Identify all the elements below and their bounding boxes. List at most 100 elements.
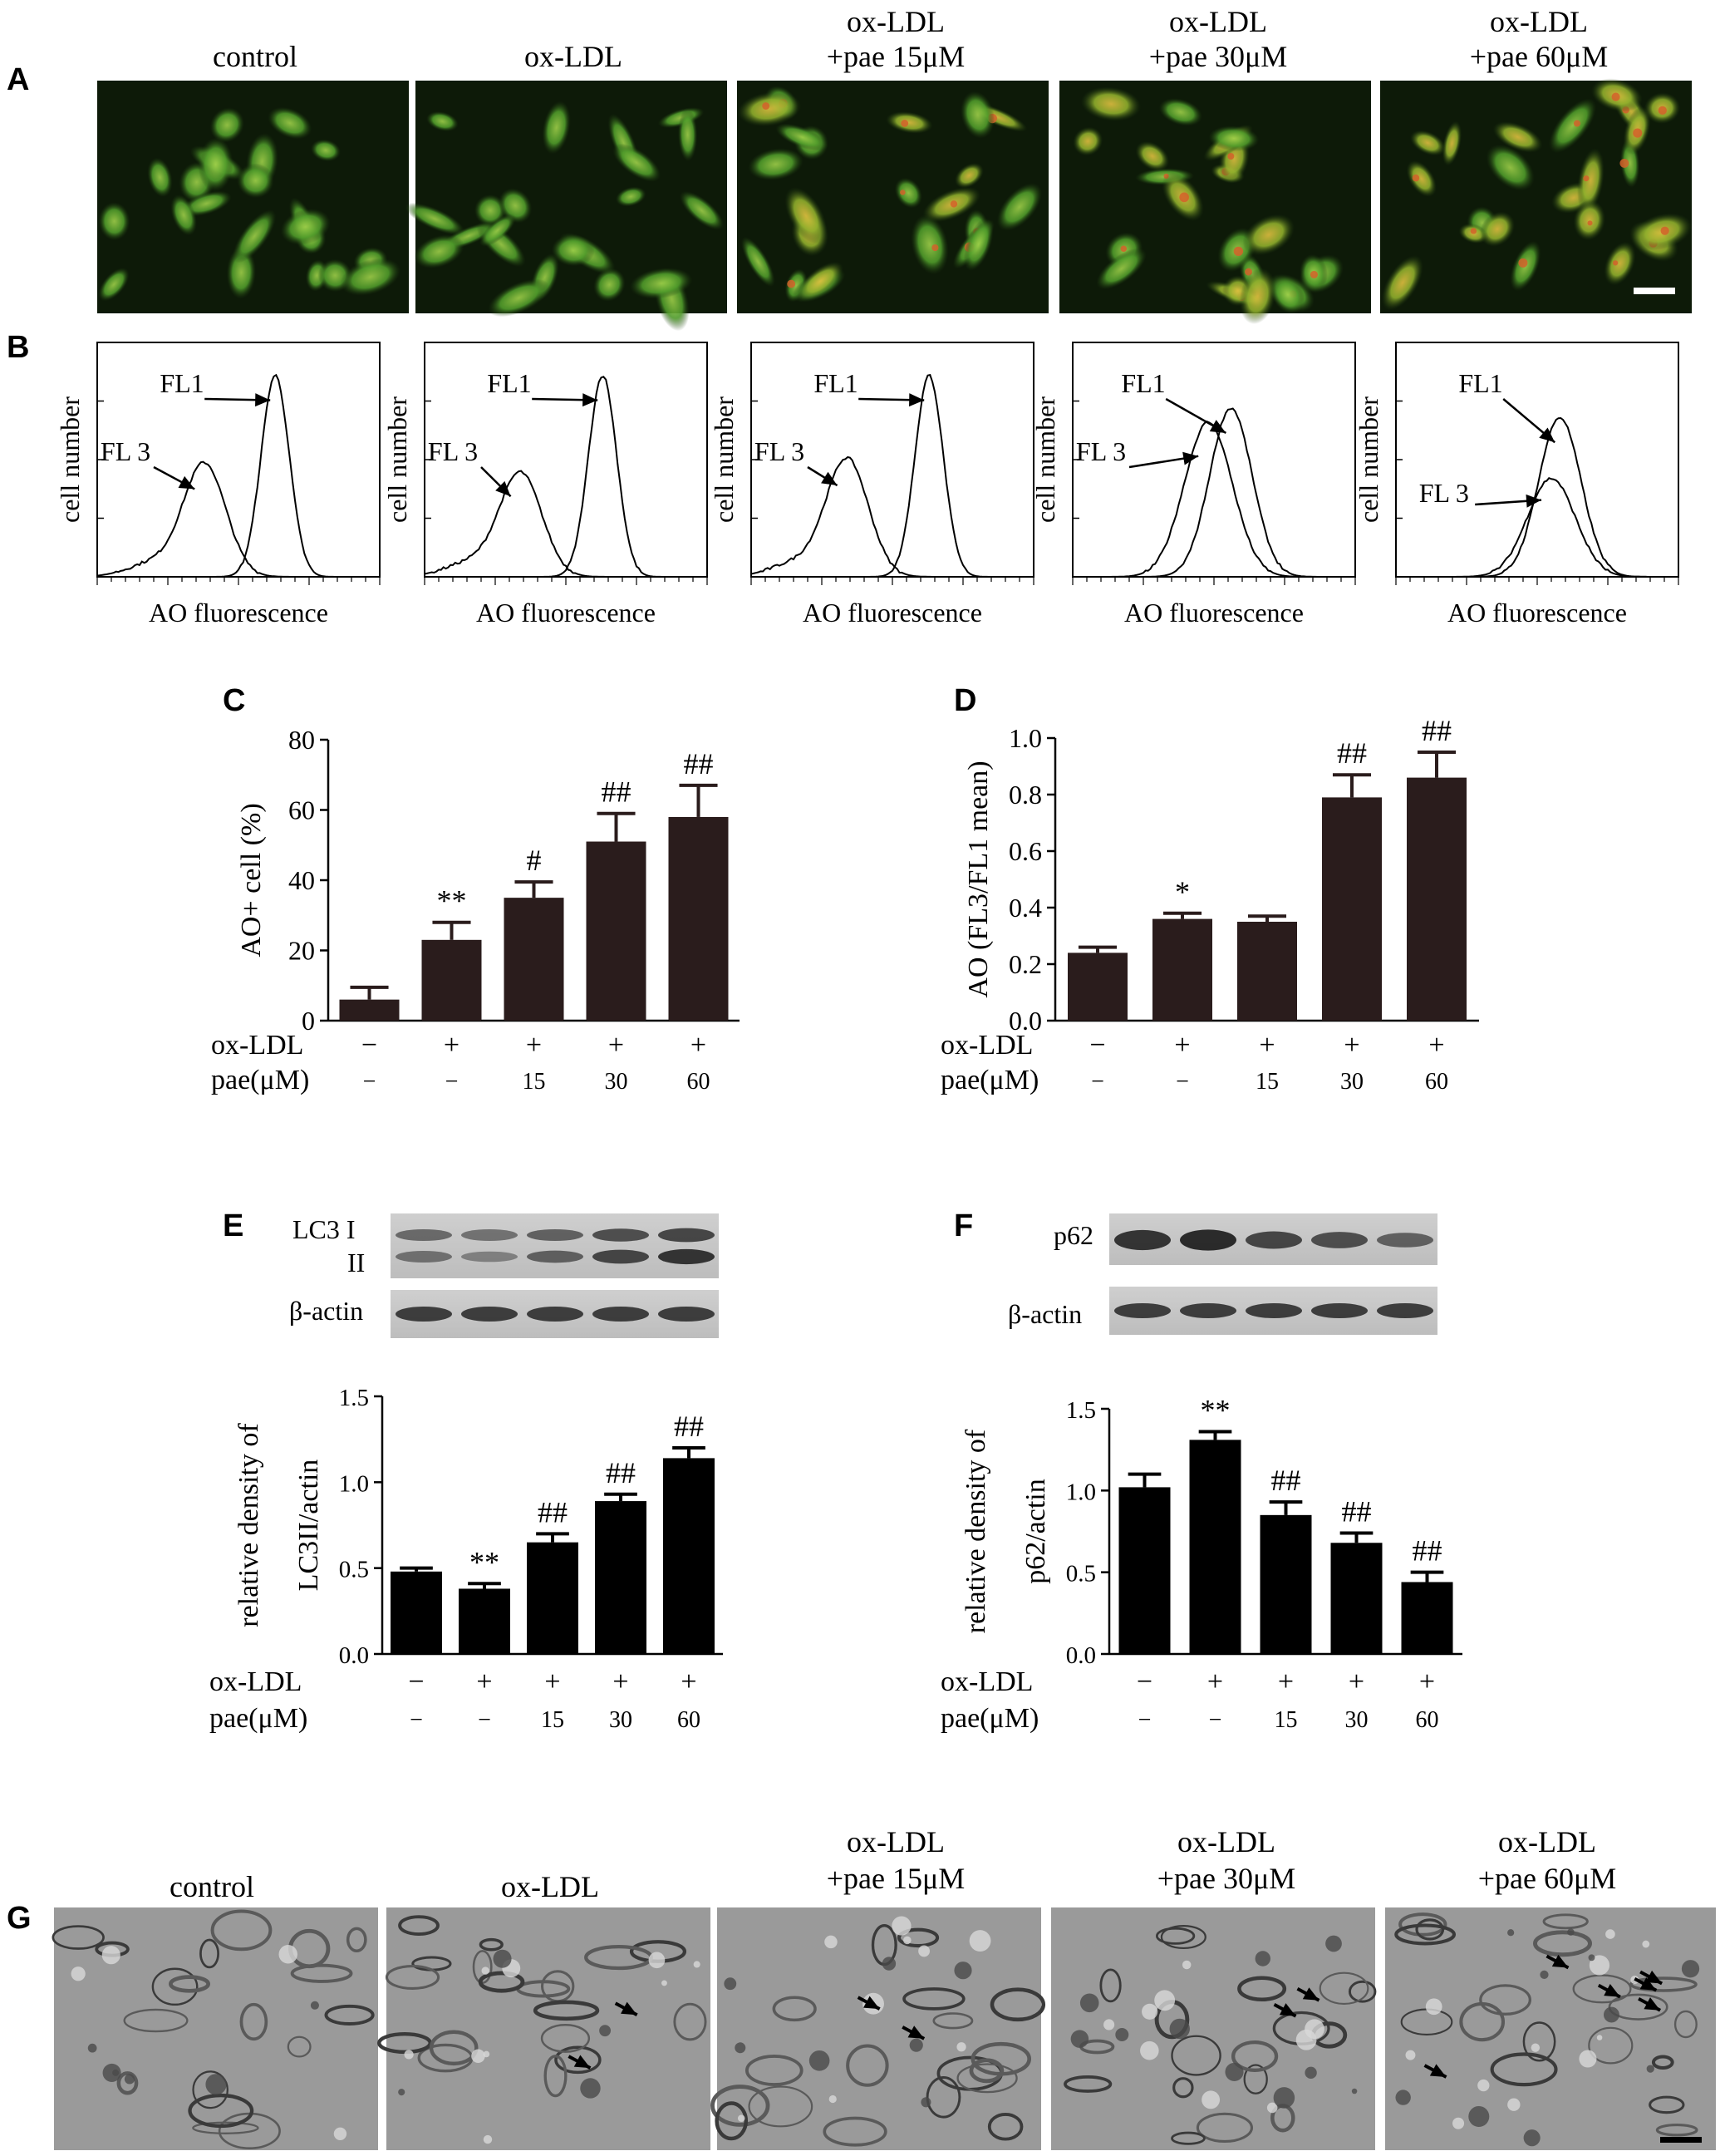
y-tick-label: 80 xyxy=(288,725,315,755)
fl1-curve xyxy=(751,373,1034,578)
band xyxy=(1246,1231,1302,1249)
significance-mark: ## xyxy=(1337,736,1367,770)
acidic-vesicle xyxy=(1611,92,1620,101)
vesicle xyxy=(1452,2117,1465,2129)
vesicle xyxy=(1531,2043,1541,2052)
autophagosome-arrow-head xyxy=(1639,1977,1657,1991)
vesicle xyxy=(1140,2040,1159,2060)
vesicle xyxy=(808,2050,830,2071)
vesicle xyxy=(921,2097,931,2108)
organelle xyxy=(1651,2055,1674,2070)
vesicle xyxy=(1182,1960,1192,1970)
bar xyxy=(459,1588,510,1654)
micrograph-2 xyxy=(405,81,727,332)
organelle xyxy=(1243,2064,1268,2094)
vesicle xyxy=(493,1949,512,1968)
acidic-vesicle xyxy=(1227,153,1235,160)
cell xyxy=(147,157,173,198)
cell xyxy=(405,202,464,235)
scale-bar xyxy=(1634,288,1675,294)
pae-value: 60 xyxy=(677,1707,700,1733)
band xyxy=(1377,1303,1433,1318)
vesicle xyxy=(1605,1929,1615,1939)
oxldl-value: + xyxy=(690,1030,706,1061)
vesicle xyxy=(661,1980,667,1986)
vesicle xyxy=(1596,2035,1603,2040)
vesicle xyxy=(1169,2018,1190,2040)
fl3-arrow-head xyxy=(495,480,511,497)
vesicle xyxy=(1202,2090,1221,2109)
blot-label-lc3: LC3 I xyxy=(292,1214,356,1244)
organelle xyxy=(287,2035,312,2058)
cell xyxy=(1479,211,1516,247)
significance-mark: ## xyxy=(684,747,714,780)
organelle xyxy=(1171,2035,1221,2076)
acidic-vesicle xyxy=(900,190,906,195)
cell xyxy=(1486,144,1535,191)
organelle xyxy=(479,1937,504,1952)
cell xyxy=(963,218,994,271)
organelle xyxy=(1522,2021,1556,2062)
organelle xyxy=(1348,1980,1377,2003)
band xyxy=(396,1307,452,1322)
cell xyxy=(886,111,933,134)
bar xyxy=(504,898,564,1021)
band xyxy=(527,1307,583,1322)
blot-bands xyxy=(1114,1229,1433,1318)
organelle xyxy=(199,1938,219,1969)
vesicle xyxy=(398,2089,405,2096)
vesicle xyxy=(1579,2050,1597,2068)
fl1-curve xyxy=(1396,416,1678,578)
fl1-arrow-head xyxy=(909,393,925,407)
blot-label-lc3-ii: II xyxy=(347,1248,365,1277)
blot-label-actin: β-actin xyxy=(289,1296,363,1326)
panel-label-e: E xyxy=(223,1208,243,1243)
bar xyxy=(1068,952,1128,1021)
organelle xyxy=(1655,2123,1698,2137)
cell xyxy=(198,137,233,192)
vesicle xyxy=(1142,2003,1158,2020)
organelle xyxy=(1155,1927,1196,1945)
significance-mark: ## xyxy=(1271,1464,1301,1497)
pae-value: − xyxy=(1176,1069,1189,1095)
organelle xyxy=(1649,2095,1685,2114)
vesicle xyxy=(1681,1960,1700,1978)
bar xyxy=(1407,777,1467,1021)
cell xyxy=(678,107,698,162)
cell xyxy=(268,106,312,140)
chart-c: 0 20 40 60 80 − − ** + − # +15 ## +30 ## +60 ox-LDL pae(μ… xyxy=(211,725,740,1095)
micrograph-1 xyxy=(97,81,409,313)
significance-mark: ** xyxy=(1201,1394,1231,1427)
condition-title: ox-LDL xyxy=(1498,1825,1596,1858)
fl3-curve xyxy=(424,470,707,578)
significance-mark: ## xyxy=(606,1456,636,1489)
condition-title: ox-LDL xyxy=(1177,1825,1275,1858)
autophagosome-arrow-head xyxy=(907,2026,925,2039)
condition-title: +pae 30μM xyxy=(1149,40,1288,73)
organelle xyxy=(1398,1912,1447,1937)
pae-value: − xyxy=(410,1707,423,1733)
acidic-vesicle xyxy=(1619,158,1629,168)
flow-histogram-2: FL1 FL 3 cell number AO fluorescence xyxy=(382,342,708,628)
organelle xyxy=(1459,2001,1506,2042)
y-tick-label: 0.8 xyxy=(1009,780,1042,810)
oxldl-value: − xyxy=(1137,1666,1152,1697)
y-tick-label: 1.0 xyxy=(1066,1479,1096,1505)
fl3-label: FL 3 xyxy=(428,436,478,466)
vesicle xyxy=(954,1962,972,1980)
pae-value: − xyxy=(1138,1707,1152,1733)
vesicle xyxy=(1103,2019,1115,2030)
band xyxy=(527,1250,583,1263)
vesicle xyxy=(735,2042,746,2054)
micrograph-3 xyxy=(737,81,1049,313)
condition-title: ox-LDL xyxy=(847,5,945,38)
fl1-label: FL1 xyxy=(813,368,858,398)
vesicle xyxy=(1273,2087,1295,2109)
y-axis-label: cell number xyxy=(382,396,412,523)
cell xyxy=(1604,241,1636,286)
vesicle xyxy=(1567,1928,1575,1936)
organelle xyxy=(1673,2010,1698,2039)
significance-mark: # xyxy=(527,844,542,877)
organelle xyxy=(429,2030,479,2066)
organelle xyxy=(956,2063,1018,2094)
